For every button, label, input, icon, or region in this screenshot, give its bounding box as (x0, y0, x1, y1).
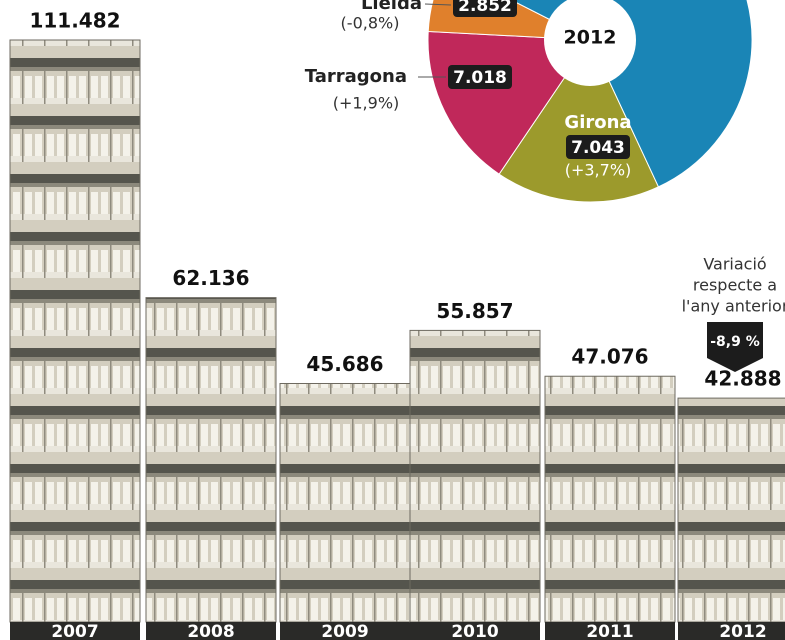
value-label: 45.686 (306, 352, 383, 376)
value-label: 7.043 (571, 138, 625, 158)
value-label: 47.076 (571, 345, 648, 369)
bar (280, 383, 410, 622)
change-label: (+1,9%) (333, 94, 400, 113)
annotation: respecte a (693, 276, 777, 295)
change-label: (-0,8%) (341, 14, 400, 33)
bar (10, 40, 140, 622)
bar (410, 330, 540, 622)
value-label: 111.482 (29, 9, 120, 33)
value-label: 2.852 (458, 0, 512, 16)
slice-name: Tarragona (305, 66, 407, 87)
value-label: 42.888 (704, 367, 781, 391)
x-tick-label: 2008 (187, 622, 234, 640)
x-tick-label: 2007 (51, 622, 98, 640)
slice-name: Girona (564, 112, 631, 133)
value-label: 7.018 (453, 68, 507, 88)
value-label: 55.857 (436, 299, 513, 323)
annotation: Variació (703, 255, 766, 274)
bar (545, 376, 675, 622)
center-label: 2012 (564, 27, 617, 49)
x-tick-label: 2012 (719, 622, 766, 640)
bar (146, 298, 276, 622)
change-label: (+3,7%) (565, 161, 632, 180)
x-tick-label: 2011 (586, 622, 633, 640)
infographic: 111.482 2007 62.136 2008 45.686 2009 55.857 201… (0, 0, 785, 640)
x-tick-label: 2009 (321, 622, 368, 640)
bar (678, 398, 785, 622)
change-label: -8,9 % (710, 334, 760, 350)
slice-name: Lleida (361, 0, 422, 14)
x-tick-label: 2010 (451, 622, 498, 640)
value-label: 62.136 (172, 266, 249, 290)
annotation: l'any anterior (682, 297, 785, 316)
